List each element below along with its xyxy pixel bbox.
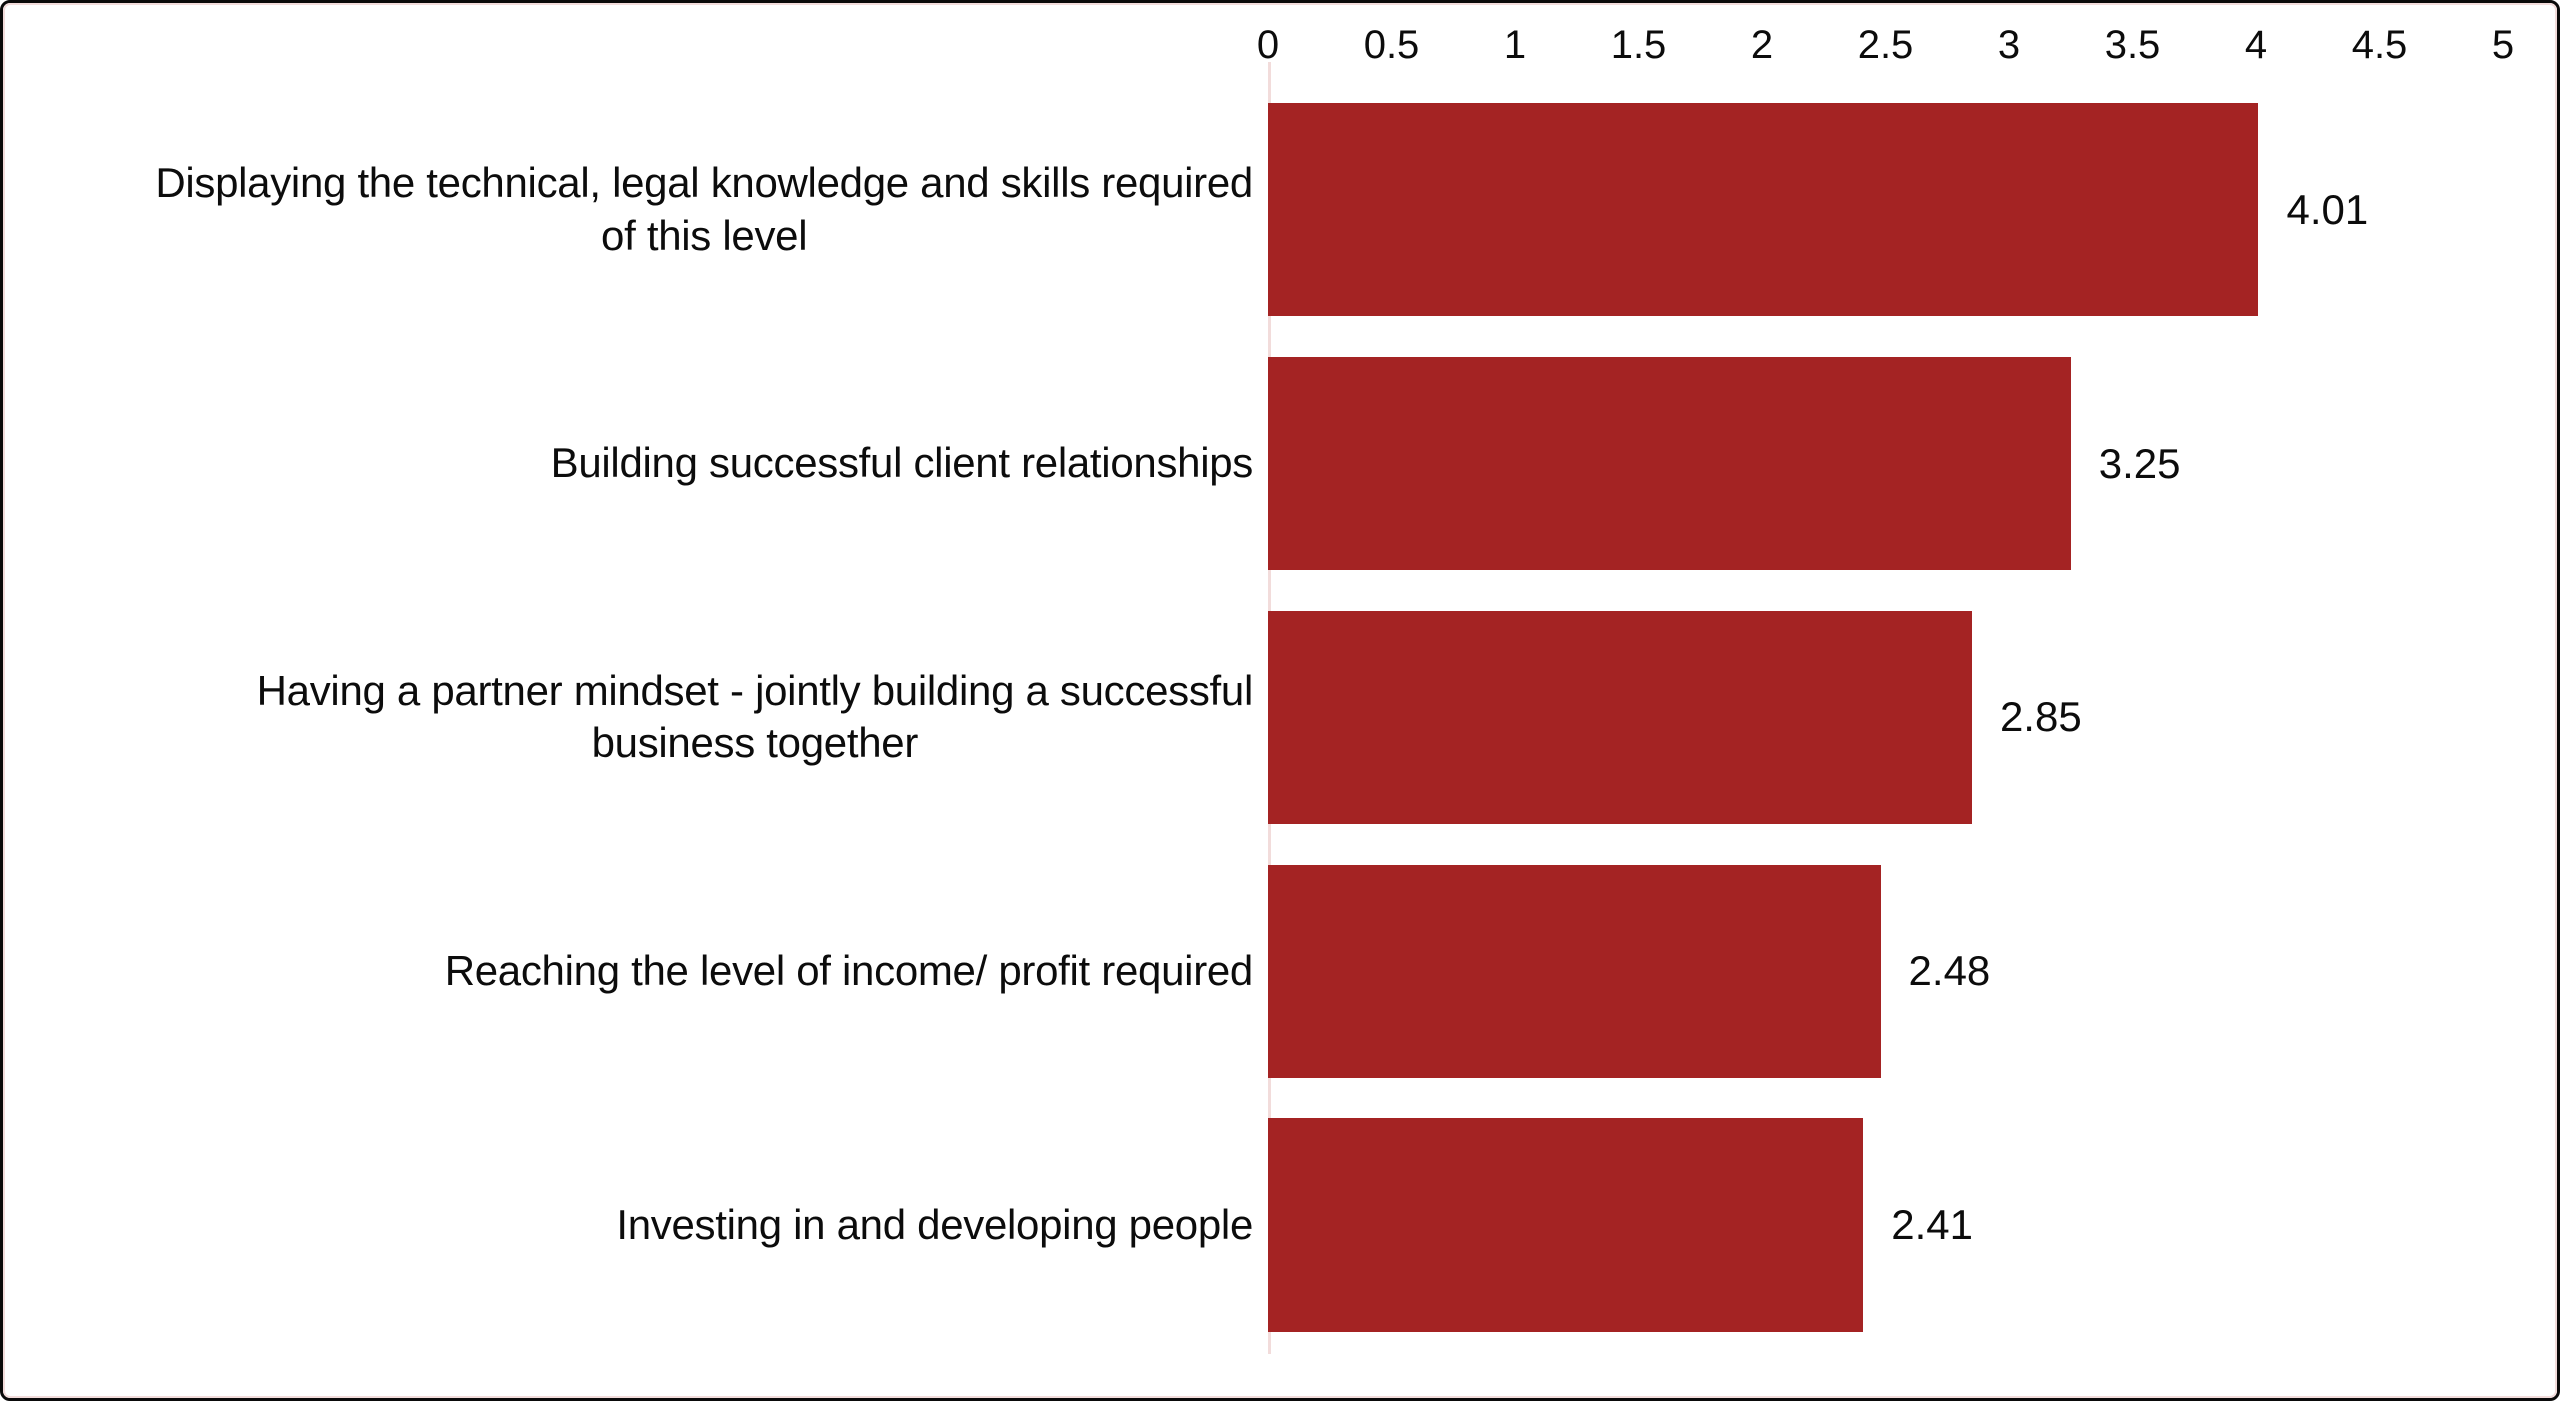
x-axis-tick-label: 0 bbox=[1256, 23, 1280, 67]
value-label: 2.48 bbox=[1908, 947, 1991, 995]
x-axis-tick-label: 5 bbox=[2491, 23, 2515, 67]
category-label: Having a partner mindset - jointly build… bbox=[256, 666, 1254, 767]
x-axis-tick-label: 0.5 bbox=[1363, 23, 1420, 67]
bar-track: 3.25 bbox=[1268, 337, 2503, 591]
bar-row: Building successful client relationships… bbox=[5, 337, 2555, 591]
bar-row: Having a partner mindset - jointly build… bbox=[5, 591, 2555, 845]
x-axis-tick-label: 1.5 bbox=[1610, 23, 1667, 67]
chart-area: 0 0.5 1 1.5 2 2.5 3 3.5 4 4.5 5 Displaying the tec… bbox=[3, 3, 2557, 1398]
category-cell: Investing in and developing people bbox=[5, 1098, 1253, 1352]
x-axis-tick-label: 4.5 bbox=[2351, 23, 2408, 67]
category-label: Investing in and developing people bbox=[616, 1200, 1253, 1248]
bar bbox=[1268, 103, 2259, 317]
category-cell: Building successful client relationships bbox=[5, 337, 1254, 591]
bar bbox=[1268, 864, 1881, 1078]
category-label: Displaying the technical, legal knowledg… bbox=[155, 159, 1253, 259]
value-label: 2.85 bbox=[1999, 693, 2082, 741]
x-axis-tick-label: 3 bbox=[1997, 23, 2021, 67]
bar-track: 2.48 bbox=[1268, 844, 2503, 1098]
category-cell: Having a partner mindset - jointly build… bbox=[5, 591, 1254, 845]
category-label: Reaching the level of income/ profit req… bbox=[444, 947, 1254, 995]
x-axis-ticks: 0 0.5 1 1.5 2 2.5 3 3.5 4 4.5 5 bbox=[1257, 5, 2514, 81]
bar-track: 2.41 bbox=[1268, 1098, 2503, 1352]
x-axis-tick-label: 2 bbox=[1750, 23, 1774, 67]
x-axis-tick-label: 2.5 bbox=[1857, 23, 1914, 67]
category-cell: Displaying the technical, legal knowledg… bbox=[5, 83, 1253, 337]
bar-row: Displaying the technical, legal knowledg… bbox=[5, 83, 2555, 337]
value-label: 4.01 bbox=[2286, 185, 2369, 233]
bar-row: Investing in and developing people 2.41 bbox=[5, 1098, 2555, 1352]
bar bbox=[1268, 610, 1972, 825]
bar-track: 2.85 bbox=[1268, 591, 2503, 845]
bar-rows: Displaying the technical, legal knowledg… bbox=[5, 83, 2555, 1352]
bar bbox=[1268, 1118, 1864, 1332]
category-label: Building successful client relationships bbox=[550, 439, 1254, 487]
value-label: 2.41 bbox=[1891, 1201, 1974, 1249]
bar bbox=[1268, 357, 2071, 571]
value-label: 3.25 bbox=[2098, 439, 2181, 487]
x-axis-tick-label: 3.5 bbox=[2104, 23, 2161, 67]
bar-track: 4.01 bbox=[1268, 83, 2503, 337]
x-axis-tick-label: 4 bbox=[2244, 23, 2268, 67]
category-cell: Reaching the level of income/ profit req… bbox=[5, 844, 1254, 1098]
x-axis-tick-label: 1 bbox=[1503, 23, 1527, 67]
bar-row: Reaching the level of income/ profit req… bbox=[5, 844, 2555, 1098]
